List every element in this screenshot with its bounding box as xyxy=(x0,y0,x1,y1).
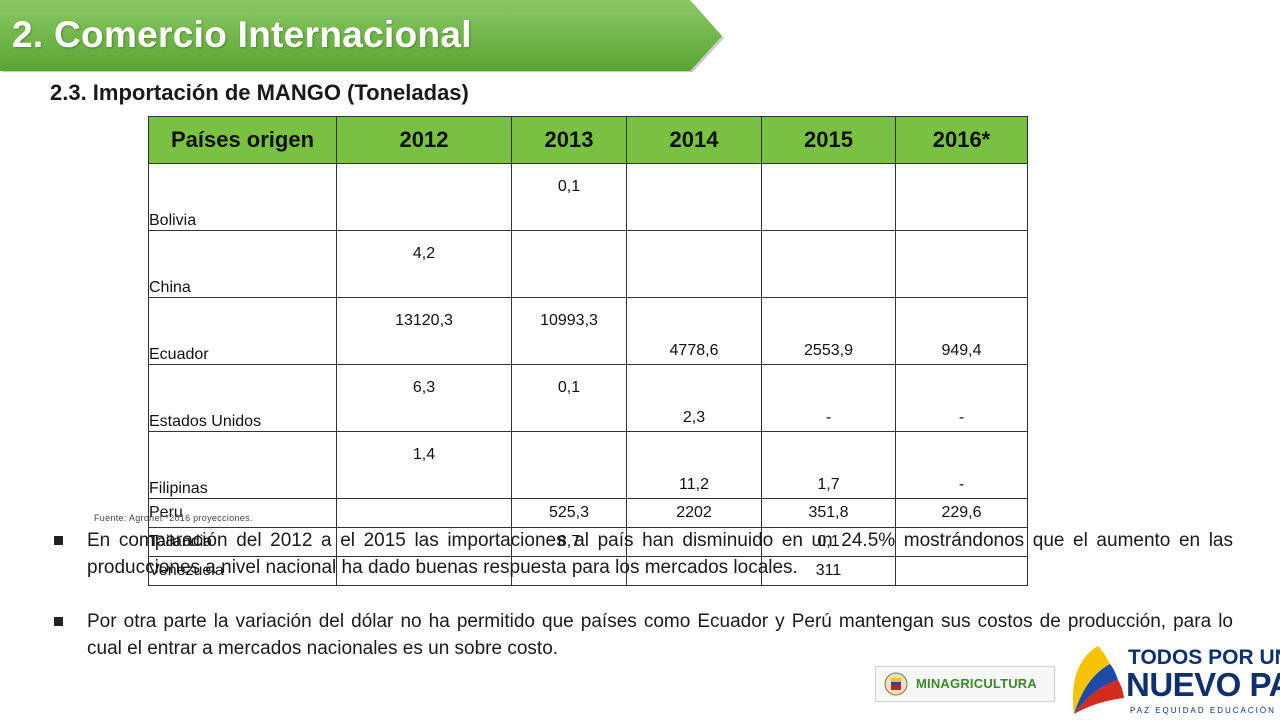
value-cell: 8,7 xyxy=(511,527,627,557)
value-cell xyxy=(626,163,762,231)
table-row: Estados Unidos 6,3 0,1 2,3 - - xyxy=(148,364,1028,432)
banner-shape xyxy=(0,0,724,72)
page-title: 2. Comercio Internacional xyxy=(12,14,472,55)
bullet-text: En comparación del 2012 a el 2015 las im… xyxy=(87,530,1233,578)
bullet-square-icon xyxy=(54,536,63,545)
value-cell xyxy=(895,527,1028,557)
country-cell: Estados Unidos xyxy=(148,364,337,432)
table-row: Bolivia 0,1 xyxy=(148,163,1028,231)
value-cell: - xyxy=(895,431,1028,499)
value-cell: 10993,3 xyxy=(511,297,627,365)
value-cell: 351,8 xyxy=(761,498,896,528)
gov-logo: TODOS POR UN NUEVO PAÍS PAZ EQUIDAD EDUC… xyxy=(1068,642,1280,720)
table-row: China 4,2 xyxy=(148,230,1028,298)
gov-logo-line1: TODOS POR UN xyxy=(1128,646,1280,669)
value-cell xyxy=(626,556,762,586)
country-cell: Filipinas xyxy=(148,431,337,499)
source-note: Fuente: Agronet *2016 proyecciones. xyxy=(94,513,253,523)
value-cell: 4778,6 xyxy=(626,297,762,365)
value-cell: 4,2 xyxy=(336,230,512,298)
column-header: 2016* xyxy=(895,116,1028,164)
value-cell: - xyxy=(761,364,896,432)
table-row: Peru 525,3 2202 351,8 229,6 xyxy=(148,498,1028,528)
value-cell: 0,1 xyxy=(511,163,627,231)
bullet-square-icon xyxy=(54,617,63,626)
value-cell: 949,4 xyxy=(895,297,1028,365)
table-row: Filipinas 1,4 11,2 1,7 - xyxy=(148,431,1028,499)
value-cell: - xyxy=(895,364,1028,432)
gov-logo-line3: PAZ EQUIDAD EDUCACIÓN xyxy=(1130,706,1276,715)
value-cell xyxy=(626,230,762,298)
value-cell xyxy=(511,431,627,499)
table-header-row: Países origen 2012 2013 2014 2015 2016* xyxy=(148,116,1028,164)
minagricultura-label: MINAGRICULTURA xyxy=(916,676,1037,691)
table-row: Tailandia 8,7 0,1 xyxy=(148,527,1028,557)
country-cell: Ecuador xyxy=(148,297,337,365)
bullet-item: Por otra parte la variación del dólar no… xyxy=(50,608,1233,662)
column-header: 2013 xyxy=(511,116,627,164)
value-cell: 229,6 xyxy=(895,498,1028,528)
coat-of-arms-icon xyxy=(884,672,908,696)
value-cell xyxy=(336,498,512,528)
value-cell xyxy=(895,230,1028,298)
value-cell: 0,1 xyxy=(511,364,627,432)
import-table: Países origen 2012 2013 2014 2015 2016* … xyxy=(148,116,1028,586)
bullet-text: Por otra parte la variación del dólar no… xyxy=(87,611,1233,659)
value-cell xyxy=(336,163,512,231)
gov-logo-line2: NUEVO PAÍS xyxy=(1126,666,1280,703)
bullet-list: En comparación del 2012 a el 2015 las im… xyxy=(50,527,1233,662)
country-cell: Venezuela xyxy=(148,556,337,586)
column-header: 2014 xyxy=(626,116,762,164)
minagricultura-logo: MINAGRICULTURA xyxy=(875,666,1055,702)
column-header: 2015 xyxy=(761,116,896,164)
column-header: 2012 xyxy=(336,116,512,164)
section-subtitle: 2.3. Importación de MANGO (Toneladas) xyxy=(50,80,469,105)
value-cell: 2553,9 xyxy=(761,297,896,365)
value-cell: 1,4 xyxy=(336,431,512,499)
value-cell: 1,7 xyxy=(761,431,896,499)
value-cell: 525,3 xyxy=(511,498,627,528)
value-cell xyxy=(761,230,896,298)
value-cell: 311 xyxy=(761,556,896,586)
value-cell xyxy=(511,230,627,298)
header-banner: 2. Comercio Internacional xyxy=(0,0,725,72)
value-cell xyxy=(761,163,896,231)
flag-swoosh-icon xyxy=(1073,646,1124,714)
value-cell: 2202 xyxy=(626,498,762,528)
value-cell: 11,2 xyxy=(626,431,762,499)
bullet-item: En comparación del 2012 a el 2015 las im… xyxy=(50,527,1233,581)
value-cell: 6,3 xyxy=(336,364,512,432)
value-cell xyxy=(511,556,627,586)
value-cell xyxy=(895,163,1028,231)
country-cell: Bolivia xyxy=(148,163,337,231)
table-row: Venezuela 311 xyxy=(148,556,1028,586)
country-cell: China xyxy=(148,230,337,298)
table-row: Ecuador 13120,3 10993,3 4778,6 2553,9 94… xyxy=(148,297,1028,365)
value-cell: 13120,3 xyxy=(336,297,512,365)
value-cell xyxy=(895,556,1028,586)
value-cell: 2,3 xyxy=(626,364,762,432)
column-header: Países origen xyxy=(148,116,337,164)
